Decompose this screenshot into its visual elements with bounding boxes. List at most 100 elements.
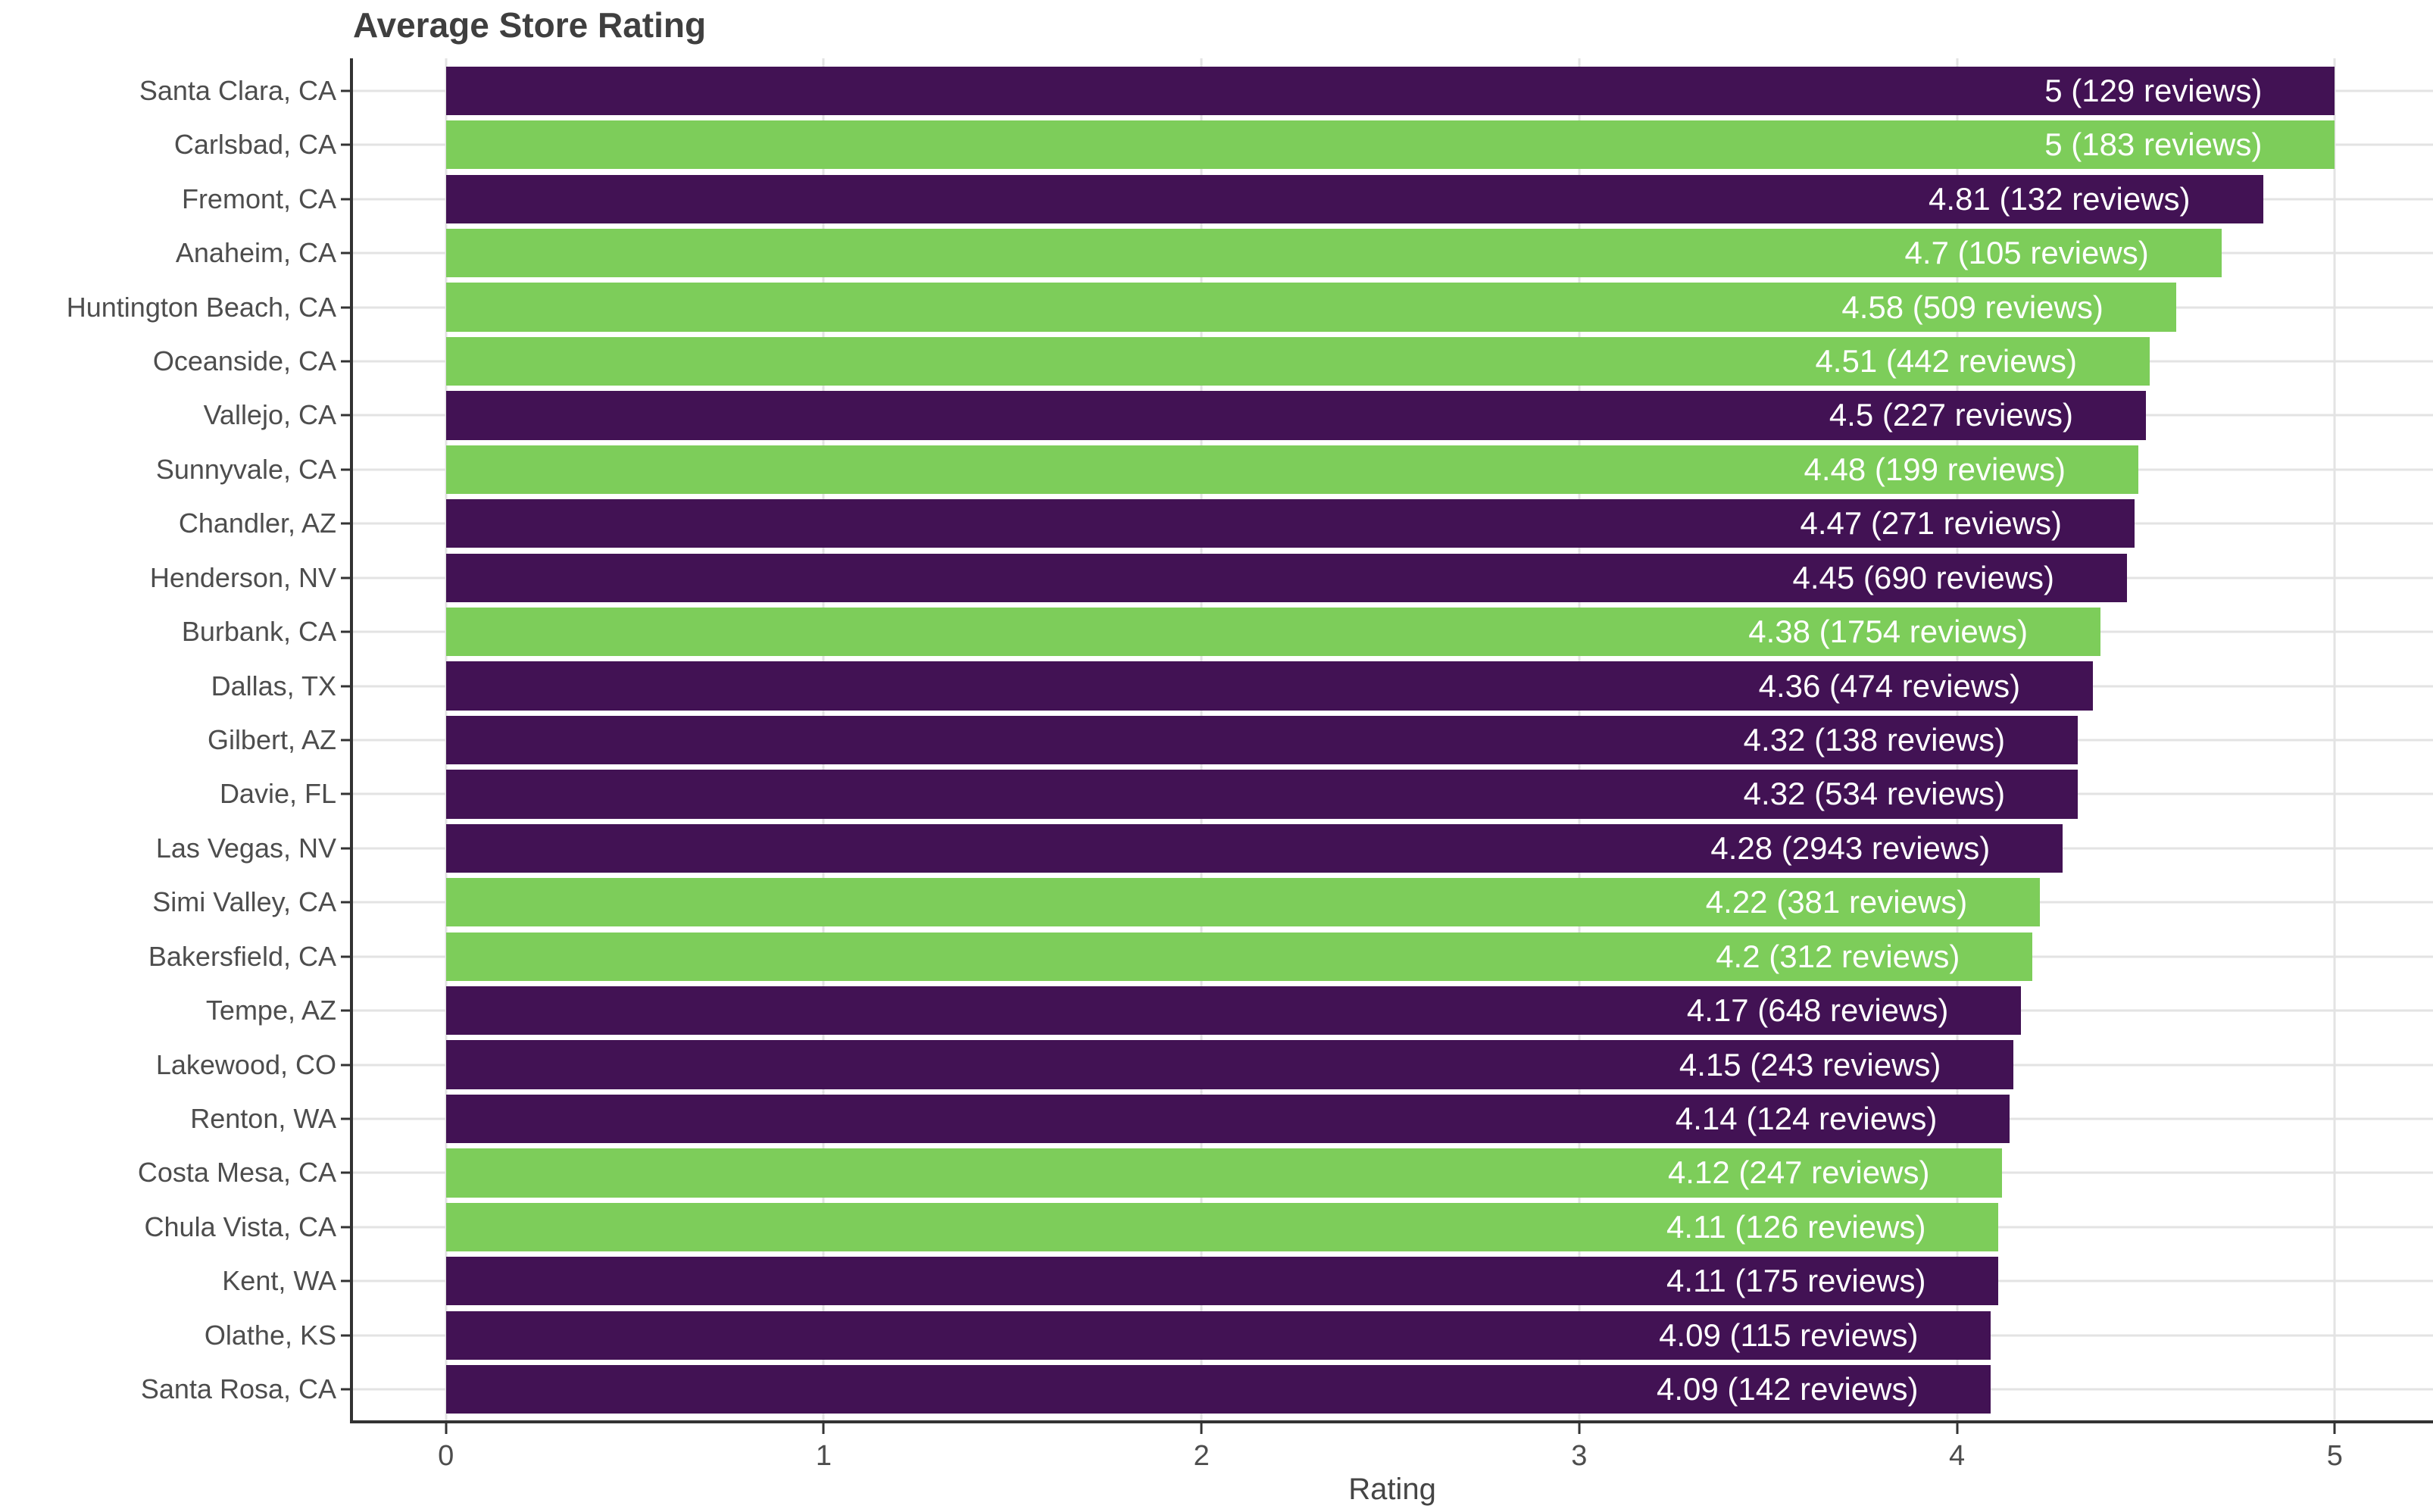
x-tick-mark bbox=[1956, 1423, 1959, 1434]
y-axis-label: Anaheim, CA bbox=[175, 237, 336, 269]
bar: 4.09 (142 reviews) bbox=[445, 1365, 1991, 1414]
y-axis-label: Simi Valley, CA bbox=[152, 886, 336, 918]
y-axis-label: Huntington Beach, CA bbox=[66, 291, 336, 323]
y-tick-mark bbox=[341, 1279, 351, 1282]
y-axis-line bbox=[350, 58, 353, 1423]
y-tick-mark bbox=[341, 630, 351, 633]
y-axis-label: Dallas, TX bbox=[211, 670, 336, 701]
y-axis-label: Vallejo, CA bbox=[203, 399, 336, 431]
y-tick-mark bbox=[341, 576, 351, 579]
bar: 4.14 (124 reviews) bbox=[445, 1094, 2010, 1144]
x-tick-mark bbox=[1200, 1423, 1203, 1434]
bar: 4.51 (442 reviews) bbox=[445, 336, 2150, 386]
y-axis-label: Santa Clara, CA bbox=[139, 74, 336, 106]
bar-value-label: 4.45 (690 reviews) bbox=[1792, 559, 2055, 595]
y-tick-mark bbox=[341, 1334, 351, 1337]
bar-value-label: 4.38 (1754 reviews) bbox=[1748, 614, 2029, 650]
x-tick-mark bbox=[822, 1423, 825, 1434]
y-axis-label: Tempe, AZ bbox=[205, 995, 336, 1026]
x-tick-mark bbox=[2333, 1423, 2336, 1434]
y-tick-mark bbox=[341, 198, 351, 201]
y-axis-label: Las Vegas, NV bbox=[155, 832, 336, 864]
bar-value-label: 4.09 (142 reviews) bbox=[1656, 1371, 1919, 1407]
y-axis-label: Fremont, CA bbox=[181, 183, 336, 214]
y-tick-mark bbox=[341, 414, 351, 417]
bar: 4.32 (138 reviews) bbox=[445, 715, 2079, 765]
bar: 4.28 (2943 reviews) bbox=[445, 823, 2063, 873]
y-tick-mark bbox=[341, 901, 351, 904]
bar: 4.15 (243 reviews) bbox=[445, 1040, 2014, 1089]
x-tick-mark bbox=[1578, 1423, 1581, 1434]
x-tick-label: 5 bbox=[2326, 1440, 2343, 1472]
bar-value-label: 4.81 (132 reviews) bbox=[1929, 180, 2191, 217]
x-tick-label: 0 bbox=[438, 1440, 454, 1472]
bar: 4.81 (132 reviews) bbox=[445, 174, 2263, 223]
y-axis-label: Chandler, AZ bbox=[178, 508, 336, 539]
bar-value-label: 4.17 (648 reviews) bbox=[1686, 992, 1949, 1029]
bar-value-label: 4.22 (381 reviews) bbox=[1705, 884, 1968, 920]
bar: 5 (183 reviews) bbox=[445, 120, 2335, 170]
bar-value-label: 4.51 (442 reviews) bbox=[1815, 342, 2077, 379]
plot-panel: 5 (129 reviews) 5 (183 reviews) 4.81 (132 … bbox=[351, 58, 2433, 1422]
bar-value-label: 4.11 (126 reviews) bbox=[1666, 1208, 1926, 1245]
y-tick-mark bbox=[341, 792, 351, 795]
x-axis-line bbox=[350, 1420, 2433, 1423]
bar: 4.7 (105 reviews) bbox=[445, 229, 2222, 278]
y-tick-mark bbox=[341, 306, 351, 309]
y-axis-label: Burbank, CA bbox=[181, 616, 336, 648]
y-tick-mark bbox=[341, 685, 351, 688]
y-tick-mark bbox=[341, 360, 351, 363]
y-tick-mark bbox=[341, 847, 351, 850]
bar: 4.58 (509 reviews) bbox=[445, 283, 2176, 332]
y-axis-label: Bakersfield, CA bbox=[148, 940, 336, 972]
bar: 4.09 (115 reviews) bbox=[445, 1311, 1991, 1360]
chart-title: Average Store Rating bbox=[353, 5, 707, 45]
y-tick-mark bbox=[341, 522, 351, 525]
y-tick-mark bbox=[341, 739, 351, 742]
bar-value-label: 4.2 (312 reviews) bbox=[1716, 938, 1960, 974]
x-tick-mark bbox=[445, 1423, 448, 1434]
y-tick-mark bbox=[341, 1117, 351, 1120]
bar-value-label: 4.28 (2943 reviews) bbox=[1710, 829, 1991, 866]
y-axis-label: Costa Mesa, CA bbox=[137, 1157, 336, 1189]
bar: 4.48 (199 reviews) bbox=[445, 445, 2138, 494]
y-axis-label: Chula Vista, CA bbox=[144, 1211, 336, 1242]
bar: 4.11 (175 reviews) bbox=[445, 1257, 1999, 1306]
y-axis-label: Santa Rosa, CA bbox=[140, 1373, 336, 1405]
y-tick-mark bbox=[341, 955, 351, 958]
bar-value-label: 4.14 (124 reviews) bbox=[1675, 1100, 1938, 1136]
bar: 4.45 (690 reviews) bbox=[445, 553, 2128, 602]
y-tick-mark bbox=[341, 1064, 351, 1067]
y-axis-labels: Santa Clara, CA Carlsbad, CA Fremont, CA An… bbox=[0, 58, 336, 1422]
bar-value-label: 4.12 (247 reviews) bbox=[1667, 1154, 1930, 1191]
y-axis-label: Gilbert, AZ bbox=[207, 724, 336, 755]
bar-value-label: 5 (129 reviews) bbox=[2044, 72, 2263, 108]
bar-value-label: 4.11 (175 reviews) bbox=[1666, 1263, 1926, 1299]
y-tick-mark bbox=[341, 468, 351, 471]
y-tick-mark bbox=[341, 143, 351, 146]
bar-value-label: 4.58 (509 reviews) bbox=[1841, 289, 2103, 325]
y-tick-mark bbox=[341, 89, 351, 92]
y-axis-label: Kent, WA bbox=[222, 1265, 336, 1297]
bar-value-label: 4.32 (138 reviews) bbox=[1743, 721, 2006, 758]
bar-value-label: 4.5 (227 reviews) bbox=[1829, 397, 2073, 433]
y-axis-label: Lakewood, CO bbox=[155, 1048, 336, 1080]
bar-value-label: 4.48 (199 reviews) bbox=[1804, 451, 2066, 487]
bar-value-label: 5 (183 reviews) bbox=[2044, 127, 2263, 163]
y-axis-label: Henderson, NV bbox=[149, 561, 336, 593]
bar-value-label: 4.47 (271 reviews) bbox=[1800, 505, 2062, 542]
bar: 4.12 (247 reviews) bbox=[445, 1148, 2003, 1198]
y-tick-mark bbox=[341, 251, 351, 255]
x-tick-label: 4 bbox=[1949, 1440, 1966, 1472]
y-axis-label: Renton, WA bbox=[190, 1103, 336, 1134]
bar-value-label: 4.7 (105 reviews) bbox=[1904, 235, 2149, 271]
y-tick-mark bbox=[341, 1171, 351, 1174]
y-axis-label: Olathe, KS bbox=[204, 1319, 336, 1351]
y-axis-label: Sunnyvale, CA bbox=[155, 453, 336, 485]
bar: 4.32 (534 reviews) bbox=[445, 770, 2079, 819]
y-tick-mark bbox=[341, 1388, 351, 1391]
bar: 4.38 (1754 reviews) bbox=[445, 608, 2101, 657]
bar: 4.2 (312 reviews) bbox=[445, 932, 2033, 981]
x-tick-label: 3 bbox=[1571, 1440, 1588, 1472]
